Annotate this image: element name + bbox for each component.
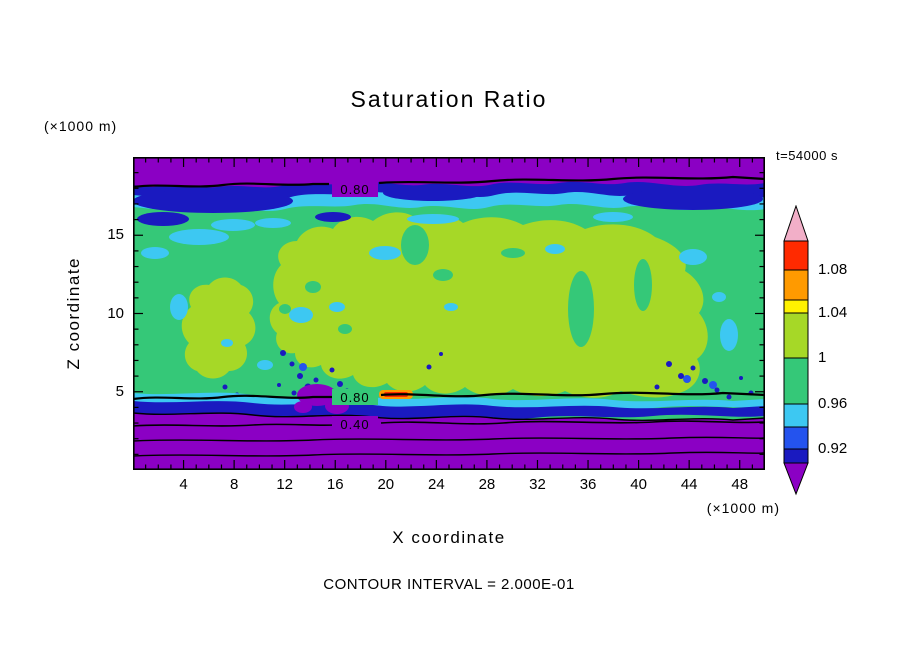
contour-labels: 0.80 0.80 0.40 (332, 181, 378, 432)
plot-frame (133, 157, 765, 470)
colorbar-segment-blue (783, 426, 809, 450)
colorbar-segment-red (783, 240, 809, 271)
svg-text:0.80: 0.80 (340, 390, 369, 405)
contour-label-040: 0.40 (332, 416, 378, 432)
colorbar-tick-label: 0.96 (818, 395, 848, 412)
time-annotation: t=54000 s (776, 148, 838, 163)
x-tick-label: 28 (478, 476, 496, 493)
x-axis-units: (×1000 m) (706, 500, 780, 516)
colorbar-segment-cyan (783, 403, 809, 428)
svg-text:0.80: 0.80 (340, 182, 369, 197)
colorbar-segment-yellow_green (783, 312, 809, 359)
y-tick-label: 10 (107, 304, 124, 322)
y-tick-label: 5 (115, 382, 124, 400)
colorbar-tick-label: 1.04 (818, 304, 848, 321)
y-axis-units: (×1000 m) (44, 118, 118, 134)
y-tick-label: 15 (107, 226, 124, 244)
svg-text:0.40: 0.40 (340, 417, 369, 432)
x-tick-label: 32 (529, 476, 546, 493)
cyan-pockets (141, 218, 738, 370)
x-axis-title: X coordinate (392, 528, 506, 547)
x-tick-label: 36 (579, 476, 597, 493)
x-tick-label: 8 (229, 476, 239, 493)
x-tick-label: 44 (680, 476, 698, 493)
blue-pockets (299, 363, 717, 389)
y-axis-title: Z coordinate (64, 257, 83, 370)
x-tick-label: 48 (731, 476, 749, 493)
colorbar-segment-yellow (783, 299, 809, 314)
axes-ticks (133, 157, 765, 470)
plot-area: 0.80 0.80 0.40 (133, 157, 765, 470)
x-tick-label: 24 (428, 476, 445, 493)
colorbar-segment-navy (783, 448, 809, 464)
x-tick-label: 12 (276, 476, 294, 493)
colorbar-tick-label: 1.08 (818, 261, 848, 278)
x-tick-label: 20 (377, 476, 395, 493)
colorbar-tick-label: 0.92 (818, 440, 848, 457)
supersaturated-holes (279, 225, 652, 347)
contour-label-080-bottom: 0.80 (332, 389, 378, 405)
x-tick-label: 40 (630, 476, 647, 493)
colorbar-tick-label: 1 (818, 349, 827, 366)
colorbar (783, 205, 809, 496)
x-tick-label: 16 (326, 476, 344, 493)
contour-field: 0.80 0.80 0.40 (133, 157, 765, 470)
colorbar-segment-orange (783, 269, 809, 301)
colorbar-segment-purple (783, 462, 809, 496)
colorbar-segment-pink (783, 205, 809, 242)
contour-label-080-top: 0.80 (332, 181, 378, 197)
page-title: Saturation Ratio (350, 86, 548, 112)
colorbar-segment-green (783, 357, 809, 405)
x-tick-label: 4 (179, 476, 188, 493)
band-fringe (137, 212, 633, 231)
contour-interval-note: CONTOUR INTERVAL = 2.000E-01 (323, 576, 575, 593)
contour-lines (133, 175, 765, 457)
